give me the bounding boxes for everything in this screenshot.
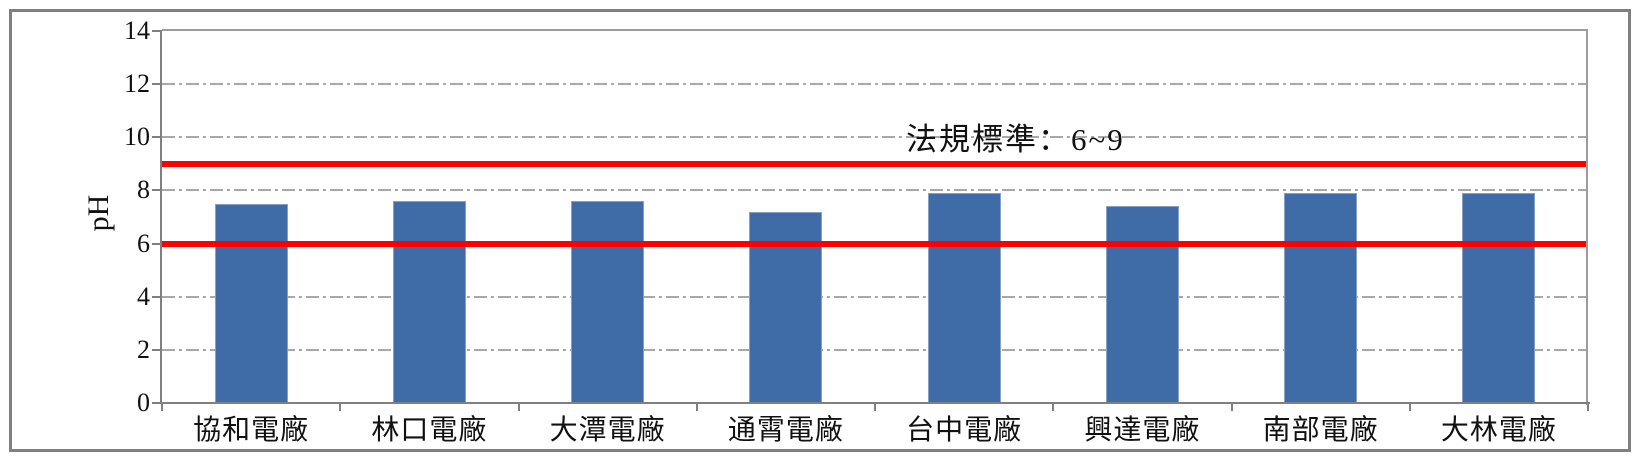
x-tick-mark (1230, 403, 1233, 411)
y-tick-label: 12 (124, 69, 150, 99)
x-tick-mark (1408, 403, 1411, 411)
y-tick-mark (152, 189, 161, 192)
x-tick-mark (1052, 403, 1055, 411)
reference-line-ph-9 (162, 160, 1588, 167)
x-axis-label: 大潭電廠 (549, 415, 666, 446)
x-axis-label: 大林電廠 (1440, 415, 1557, 446)
gridline-2 (162, 348, 1588, 351)
x-axis-label: 南部電廠 (1262, 415, 1379, 446)
y-tick-label: 4 (137, 281, 150, 311)
plot-area-top-border (162, 29, 1588, 31)
x-tick-mark (874, 403, 876, 411)
y-axis-title: pH (82, 194, 115, 232)
bar-林口電廠 (392, 201, 466, 403)
y-tick-label: 2 (137, 334, 150, 364)
y-tick-label: 14 (124, 16, 150, 45)
y-tick-label: 0 (137, 388, 150, 417)
bar-大潭電廠 (571, 201, 645, 403)
y-tick-mark (152, 83, 161, 86)
y-tick-mark (152, 295, 161, 298)
regulation-standard-annotation: 法規標準：6~9 (906, 122, 1125, 157)
bar-大林電廠 (1462, 193, 1536, 403)
x-axis-label: 林口電廠 (371, 415, 488, 446)
reference-line-ph-6 (162, 240, 1588, 247)
gridline-10 (162, 136, 1588, 139)
x-tick-mark (161, 403, 163, 411)
y-tick-mark (152, 242, 161, 245)
plot-area-right-border (1586, 29, 1588, 405)
bar-台中電廠 (927, 193, 1001, 403)
x-tick-mark (339, 403, 342, 411)
x-axis-line (153, 402, 1590, 404)
y-tick-label: 8 (137, 175, 150, 205)
bar-興達電廠 (1105, 206, 1179, 403)
gridline-8 (162, 189, 1588, 192)
x-tick-mark (1587, 403, 1589, 411)
y-axis-line (160, 30, 162, 404)
gridline-4 (162, 295, 1588, 298)
figure-border (9, 9, 1631, 452)
x-axis-label: 台中電廠 (906, 415, 1023, 446)
y-tick-mark (152, 348, 161, 351)
x-tick-mark (517, 403, 520, 411)
gridline-12 (162, 83, 1588, 86)
bar-協和電廠 (214, 203, 288, 403)
x-tick-mark (695, 403, 698, 411)
bar-南部電廠 (1284, 193, 1358, 403)
x-axis-label: 興達電廠 (1084, 415, 1201, 446)
y-tick-mark (152, 136, 161, 139)
y-tick-label: 6 (137, 228, 150, 258)
x-axis-label: 通霄電廠 (727, 415, 844, 446)
y-tick-mark (152, 30, 161, 32)
x-axis-label: 協和電廠 (193, 415, 310, 446)
y-tick-label: 10 (124, 122, 150, 152)
